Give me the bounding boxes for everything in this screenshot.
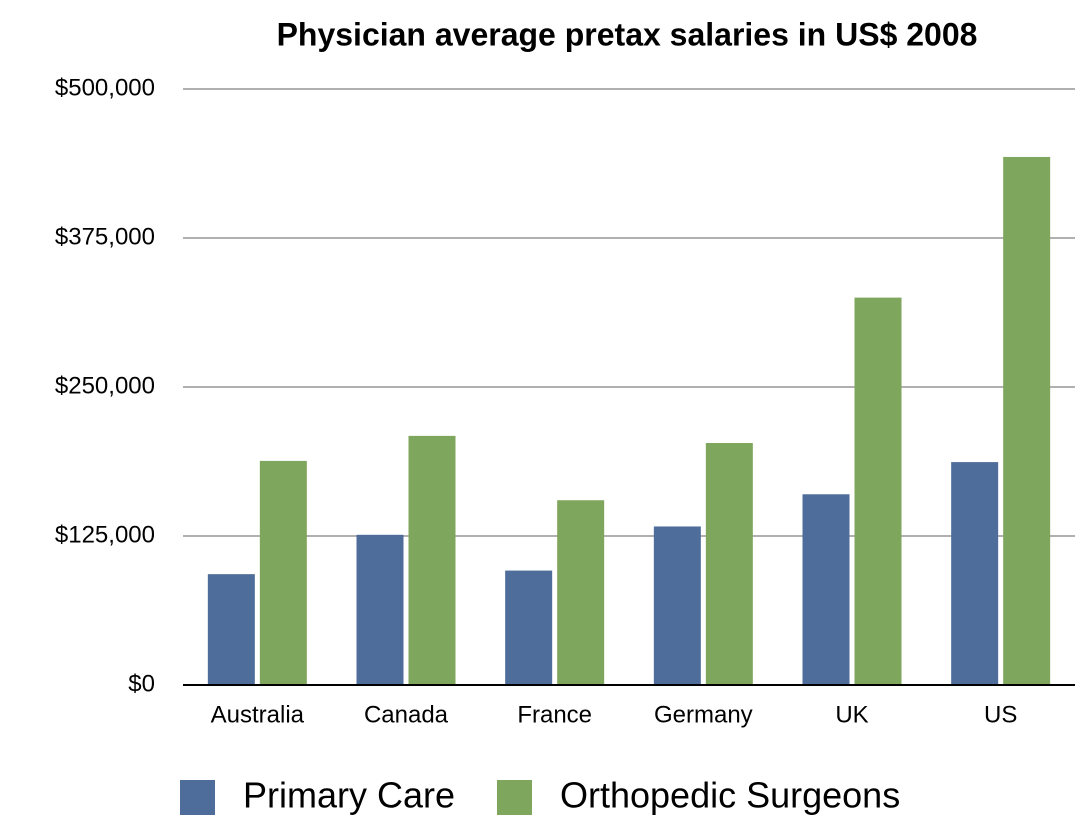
y-tick-label: $125,000	[55, 521, 155, 548]
x-tick-label: Australia	[211, 701, 305, 728]
bar	[653, 526, 701, 685]
bar	[505, 570, 553, 685]
x-tick-label: UK	[835, 701, 868, 728]
x-tick-label: US	[984, 701, 1017, 728]
bar	[557, 500, 605, 685]
chart-title: Physician average pretax salaries in US$…	[277, 16, 978, 52]
bar	[854, 297, 902, 685]
x-tick-label: France	[517, 701, 592, 728]
legend-swatch	[180, 780, 215, 815]
bar	[207, 574, 255, 685]
y-tick-label: $500,000	[55, 74, 155, 101]
bar	[408, 435, 456, 685]
x-tick-label: Canada	[364, 701, 449, 728]
y-tick-label: $250,000	[55, 372, 155, 399]
bar	[802, 494, 850, 685]
legend-label: Orthopedic Surgeons	[560, 775, 900, 816]
y-tick-label: $0	[128, 670, 155, 697]
bar	[356, 534, 404, 685]
bar	[951, 462, 999, 685]
legend-swatch	[497, 780, 532, 815]
legend-label: Primary Care	[243, 775, 455, 816]
bar	[705, 443, 753, 685]
bar	[1003, 156, 1051, 686]
x-tick-label: Germany	[654, 701, 753, 728]
bar	[259, 460, 307, 685]
y-tick-label: $375,000	[55, 223, 155, 250]
